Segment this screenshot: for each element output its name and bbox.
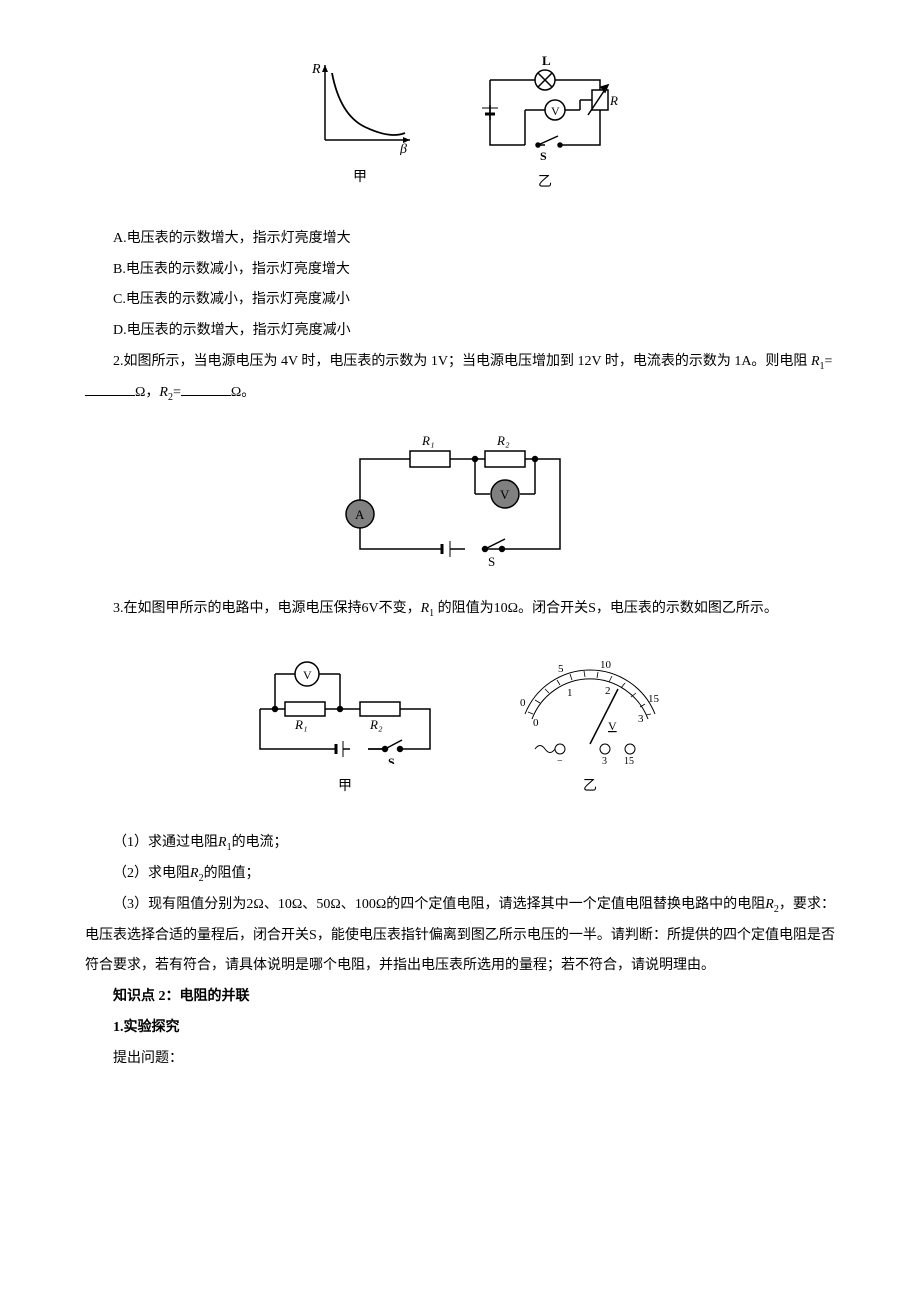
q3-intro-2: 的阻值为10Ω。闭合开关S，电压表的示数如图乙所示。: [434, 601, 778, 616]
option-a: A.电压表的示数增大，指示灯亮度增大: [113, 224, 835, 255]
svg-text:R₂: R₂: [369, 717, 383, 732]
svg-text:3: 3: [638, 713, 644, 725]
fig1-circuit-caption: 乙: [538, 168, 552, 199]
circuit2-svg: R₁ R₂ A V S: [330, 429, 590, 569]
q2-eq1: =: [825, 354, 833, 369]
q3-sub1-label: （1）求通过电阻: [113, 835, 218, 850]
svg-text:1: 1: [567, 687, 573, 699]
q3-sub2-r: R: [190, 866, 199, 881]
svg-text:10: 10: [600, 659, 612, 671]
q3-intro: 3.在如图甲所示的电路中，电源电压保持6V不变，R1 的阻值为10Ω。闭合开关S…: [85, 594, 835, 625]
svg-text:V: V: [608, 719, 617, 733]
figure-1-circuit-block: L S V R: [470, 50, 620, 199]
svg-text:S: S: [388, 755, 395, 764]
figure-2-row: R₁ R₂ A V S: [85, 429, 835, 569]
option-d: D.电压表的示数增大，指示灯亮度减小: [113, 316, 835, 347]
q3-r1: R: [421, 601, 430, 616]
svg-text:5: 5: [558, 663, 564, 675]
q2-text: 2.如图所示，当电源电压为 4V 时，电压表的示数为 1V；当电源电压增加到 1…: [85, 347, 835, 409]
q3-sub2-label: （2）求电阻: [113, 866, 190, 881]
q2-omega1: Ω，: [135, 385, 159, 400]
svg-text:R: R: [311, 62, 321, 77]
circuit3-svg: R₁ R₂ V: [240, 644, 450, 764]
svg-text:15: 15: [648, 693, 660, 705]
svg-text:A: A: [355, 507, 365, 522]
fig3-circuit-caption: 甲: [338, 772, 352, 803]
q3-sub2-tail: 的阻值；: [204, 866, 260, 881]
q3-sub2: （2）求电阻R2的阻值；: [85, 859, 835, 890]
svg-text:β: β: [399, 142, 407, 155]
svg-text:V: V: [500, 487, 510, 502]
svg-text:3: 3: [602, 756, 607, 764]
figure-1-graph-block: R β 甲: [300, 55, 420, 194]
q3-sub3: （3）现有阻值分别为2Ω、10Ω、50Ω、100Ω的四个定值电阻，请选择其中一个…: [85, 890, 835, 982]
k2-exp-title: 1.实验探究: [85, 1013, 835, 1044]
q2-blank2: [181, 382, 231, 396]
q3-sub1-r: R: [218, 835, 227, 850]
fig1-graph-caption: 甲: [353, 163, 367, 194]
svg-text:S: S: [488, 554, 495, 569]
svg-text:R₁: R₁: [294, 717, 307, 732]
q3-sub3-p1: （3）现有阻值分别为2Ω、10Ω、50Ω、100Ω的四个定值电阻，请选择其中一个…: [113, 897, 765, 912]
q2-part1: 2.如图所示，当电源电压为 4V 时，电压表的示数为 1V；当电源电压增加到 1…: [113, 354, 811, 369]
q3-sub1: （1）求通过电阻R1的电流；: [85, 828, 835, 859]
svg-text:L: L: [542, 53, 551, 68]
svg-text:R₁: R₁: [421, 433, 434, 448]
q2-eq2: =: [173, 385, 181, 400]
meter-svg: 0 5 10 15 0 1 2 3 V − 3 15: [500, 644, 680, 764]
svg-text:S: S: [540, 149, 547, 160]
svg-text:0: 0: [533, 717, 539, 729]
circuit1-svg: L S V R: [470, 50, 620, 160]
graph-svg: R β: [300, 55, 420, 155]
svg-text:15: 15: [624, 756, 634, 764]
option-b: B.电压表的示数减小，指示灯亮度增大: [113, 255, 835, 286]
figure-1-row: R β 甲 L S: [85, 50, 835, 199]
svg-text:V: V: [303, 668, 312, 682]
q2-omega2: Ω。: [231, 385, 255, 400]
q3-sub1-tail: 的电流；: [232, 835, 288, 850]
svg-text:R: R: [609, 93, 618, 108]
q1-options: A.电压表的示数增大，指示灯亮度增大 B.电压表的示数减小，指示灯亮度增大 C.…: [85, 224, 835, 347]
svg-text:0: 0: [520, 697, 526, 709]
q3-intro-1: 3.在如图甲所示的电路中，电源电压保持6V不变，: [113, 601, 421, 616]
q2-r1: R: [811, 354, 820, 369]
fig3-meter-caption: 乙: [583, 772, 597, 803]
svg-text:−: −: [557, 756, 563, 764]
k2-title: 知识点 2：电阻的并联: [85, 982, 835, 1013]
q2-r2: R: [159, 385, 168, 400]
q2-blank1: [85, 382, 135, 396]
q3-sub3-r: R: [765, 897, 774, 912]
k2-question: 提出问题：: [85, 1044, 835, 1075]
figure-3-row: R₁ R₂ V: [85, 644, 835, 803]
svg-text:V: V: [551, 104, 560, 118]
svg-text:R₂: R₂: [496, 433, 510, 448]
option-c: C.电压表的示数减小，指示灯亮度减小: [113, 285, 835, 316]
svg-text:2: 2: [605, 685, 611, 697]
figure-3-circuit-block: R₁ R₂ V: [240, 644, 450, 803]
figure-3-meter-block: 0 5 10 15 0 1 2 3 V − 3 15: [500, 644, 680, 803]
